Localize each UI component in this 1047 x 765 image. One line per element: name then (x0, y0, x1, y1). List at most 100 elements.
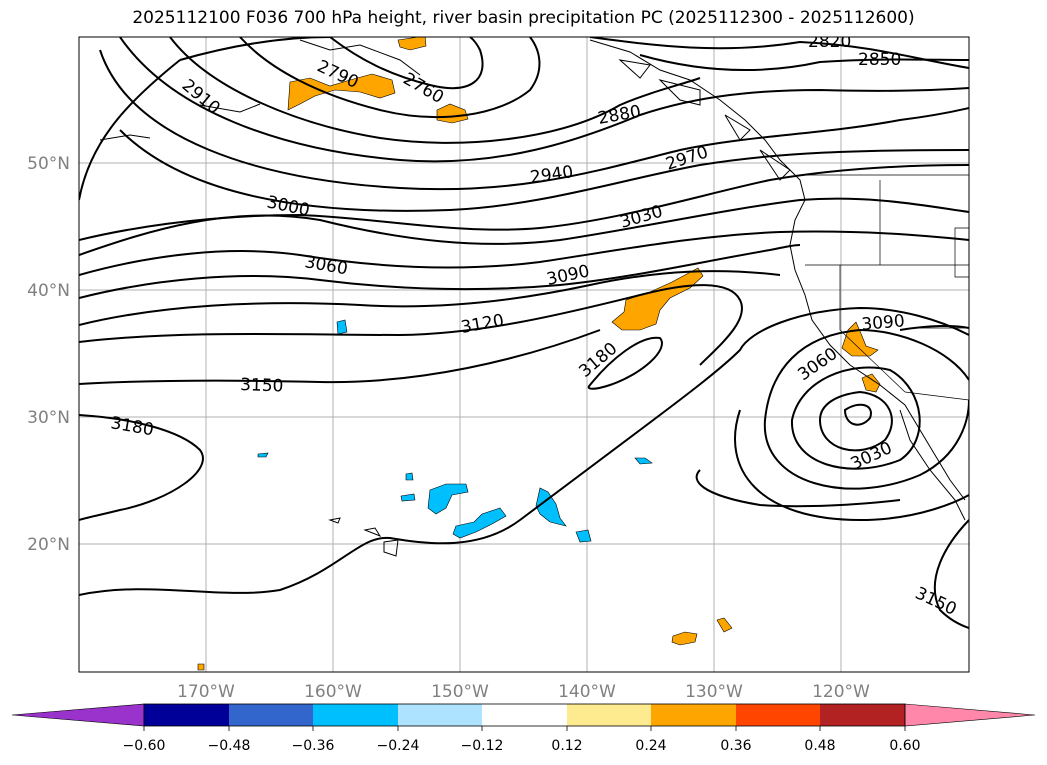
map-area: 2820 2850 2790 2760 2910 2880 2970 2940 … (79, 32, 969, 672)
lon-label: 140°W (558, 682, 616, 702)
colorbar-bin (651, 704, 736, 726)
lat-label: 50°N (27, 154, 70, 174)
contour-3030 (79, 230, 969, 276)
colorbar-tick-label: −0.48 (208, 738, 251, 754)
contour-low-5 (734, 409, 969, 522)
negative-area (535, 487, 567, 527)
colorbar-tick-label: −0.60 (123, 738, 166, 754)
borders (805, 174, 969, 401)
lon-label: 130°W (685, 682, 743, 702)
colorbar-tick-label: 0.36 (720, 738, 751, 754)
contour-label: 3030 (618, 202, 665, 233)
lon-label: 120°W (812, 682, 870, 702)
colorbar-frame (143, 703, 906, 727)
colorbar-bin (567, 704, 651, 726)
colorbar-tick-label: −0.36 (292, 738, 335, 754)
colorbar-tick-label: 0.48 (804, 738, 835, 754)
colorbar-tick-label: −0.24 (377, 738, 420, 754)
positive-area (397, 37, 427, 51)
contour-label: 2760 (400, 69, 447, 108)
negative-area (405, 472, 414, 481)
positive-area (611, 267, 704, 331)
contour-low-4 (763, 328, 969, 490)
graticule (79, 37, 969, 672)
negative-area (257, 452, 269, 458)
colorbar-extend-low (11, 703, 145, 727)
contour-labels: 2820 2850 2790 2760 2910 2880 2970 2940 … (109, 32, 959, 620)
lat-label: 20°N (27, 535, 70, 555)
contour-low-2 (818, 390, 893, 452)
lat-labels: 50°N 40°N 30°N 20°N (27, 154, 70, 555)
positive-area (436, 103, 469, 124)
contour-2790 (239, 37, 541, 119)
contour-2820 (589, 37, 969, 69)
negative-area (400, 493, 416, 502)
negative-area (634, 457, 653, 465)
contour-2940e (119, 129, 969, 212)
contour-3000 (79, 197, 969, 256)
contour-low-1 (843, 403, 872, 426)
lon-label: 160°W (304, 682, 362, 702)
negative-area (427, 483, 469, 515)
colorbar-bin (820, 704, 905, 726)
contour-label: 2970 (663, 142, 710, 174)
contour-low-3 (790, 366, 921, 470)
colorbar-tick-label: 0.60 (889, 738, 920, 754)
lon-labels: 170°W 160°W 150°W 140°W 130°W 120°W (177, 682, 870, 702)
contour-3150-big (79, 306, 969, 596)
lat-label: 40°N (27, 281, 70, 301)
contour-label: 2940 (529, 162, 575, 188)
lat-label: 30°N (27, 408, 70, 428)
contour-3090 (79, 270, 781, 326)
colorbar-bin (229, 704, 313, 726)
contour-3150 (79, 329, 601, 385)
positive-area (671, 631, 698, 646)
coastlines (99, 39, 966, 557)
colorbar: −0.60 −0.48 −0.36 −0.24 −0.12 0.12 0.24 … (11, 703, 1036, 754)
map-title: 2025112100 F036 700 hPa height, river ba… (132, 8, 915, 28)
contour-2760 (329, 37, 484, 90)
colorbar-bin (398, 704, 482, 726)
contour-2880 (119, 37, 969, 163)
height-contours (79, 37, 969, 629)
contour-label: 2820 (808, 32, 851, 52)
positive-area (197, 663, 205, 671)
contour-2820w (169, 37, 701, 144)
positive-area (716, 617, 733, 633)
colorbar-bin (313, 704, 398, 726)
contour-label: 2880 (596, 102, 642, 129)
contour-3090-se (899, 324, 969, 331)
contour-label: 3000 (265, 192, 311, 221)
contour-3180-east (587, 336, 663, 390)
map-frame (78, 36, 970, 673)
colorbar-tick-label: 0.24 (635, 738, 666, 754)
colorbar-tick-label: −0.12 (461, 738, 504, 754)
colorbar-bin (482, 704, 567, 726)
contour-3150-loop (695, 469, 901, 508)
precip-shading (197, 37, 881, 671)
contour-3120 (79, 284, 743, 366)
colorbar-bin (736, 704, 820, 726)
contour-label: 3060 (303, 252, 349, 279)
contour-label: 3030 (848, 438, 896, 474)
lon-label: 170°W (177, 682, 235, 702)
positive-area (287, 73, 396, 111)
colorbar-tick-label: 0.12 (551, 738, 582, 754)
colorbar-ticks (143, 726, 906, 731)
contour-label: 3150 (240, 375, 284, 396)
contour-3060 (79, 244, 801, 299)
lon-label: 150°W (431, 682, 489, 702)
contour-3150-se (933, 519, 969, 629)
colorbar-bin (144, 704, 229, 726)
negative-area (575, 529, 592, 543)
contour-label: 3090 (861, 311, 906, 335)
positive-area (861, 373, 881, 393)
colorbar-extend-high (904, 703, 1036, 727)
contour-2850 (639, 54, 969, 72)
contour-3180-west (79, 414, 204, 521)
negative-area (336, 319, 348, 335)
contour-2910 (99, 49, 969, 191)
contour-label: 2850 (858, 50, 901, 70)
contour-label: 3120 (459, 311, 505, 338)
